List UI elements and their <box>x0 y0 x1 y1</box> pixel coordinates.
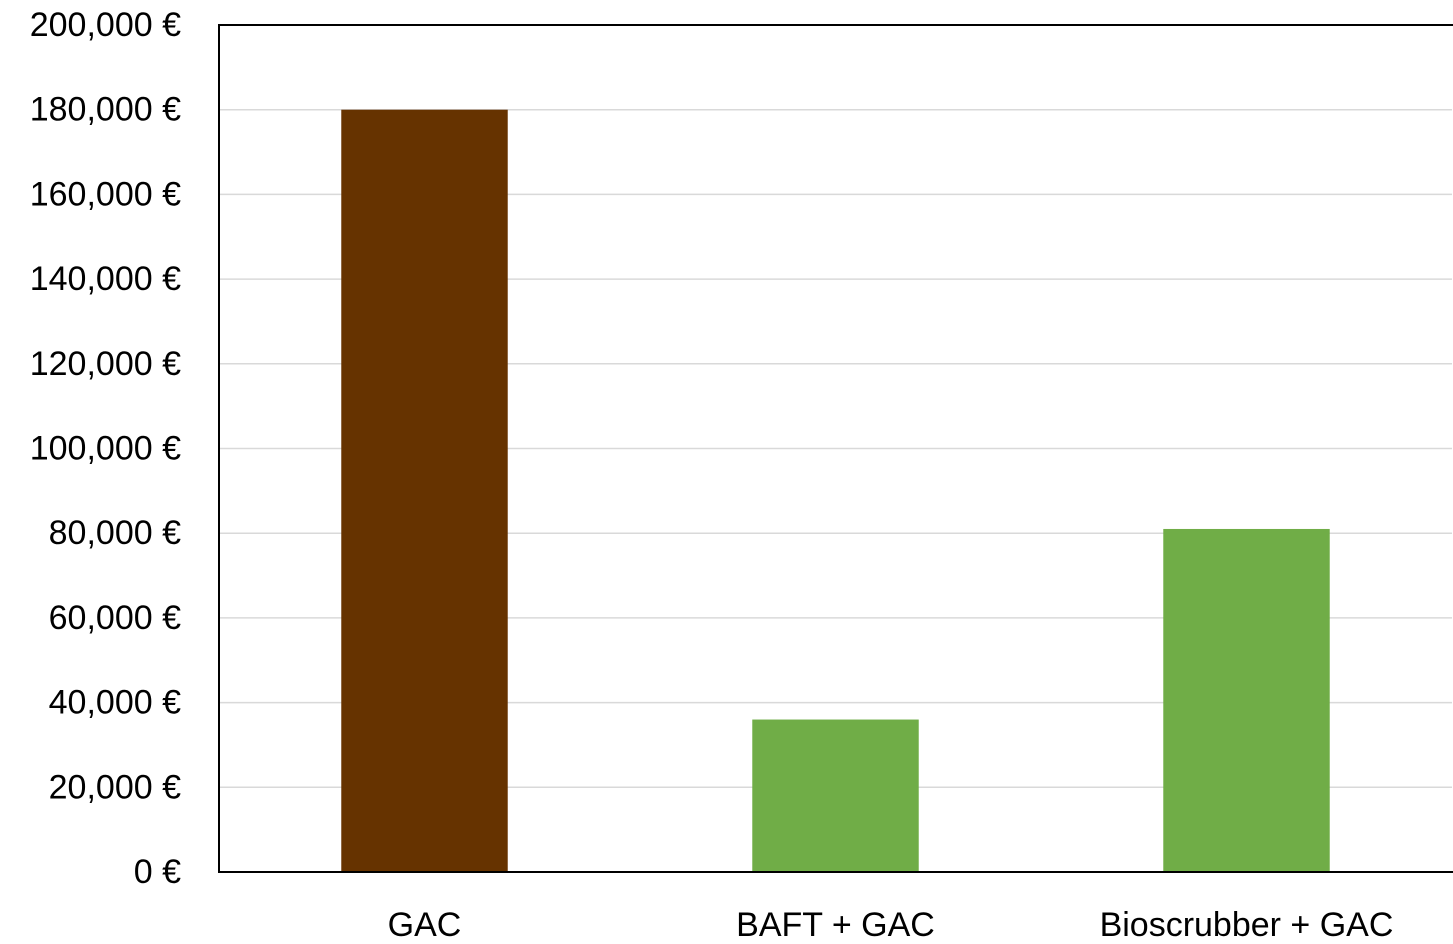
y-tick-label: 0 € <box>134 853 181 891</box>
y-tick-label: 140,000 € <box>30 260 181 298</box>
y-tick-label: 180,000 € <box>30 91 181 129</box>
x-tick-label: GAC <box>388 906 462 944</box>
plot-frame <box>218 24 1453 873</box>
x-tick-label: BAFT + GAC <box>736 906 935 944</box>
bar <box>341 109 508 872</box>
x-axis-category-labels: GAC BAFT + GAC Bioscrubber + GAC <box>388 906 1394 944</box>
y-tick-label: 80,000 € <box>49 514 181 552</box>
y-tick-label: 40,000 € <box>49 684 181 722</box>
y-tick-label: 100,000 € <box>30 430 181 468</box>
y-tick-label: 60,000 € <box>49 599 181 637</box>
y-tick-label: 20,000 € <box>49 768 181 806</box>
bar <box>752 719 919 872</box>
bar <box>1163 528 1330 872</box>
bars <box>341 109 1330 872</box>
x-tick-label: Bioscrubber + GAC <box>1100 906 1394 944</box>
y-tick-label: 160,000 € <box>30 175 181 213</box>
y-tick-label: 200,000 € <box>30 6 181 44</box>
y-axis-tick-labels: 0 € 20,000 € 40,000 € 60,000 € 80,000 € 100,0… <box>30 6 181 891</box>
y-tick-label: 120,000 € <box>30 345 181 383</box>
axes <box>218 24 1453 873</box>
